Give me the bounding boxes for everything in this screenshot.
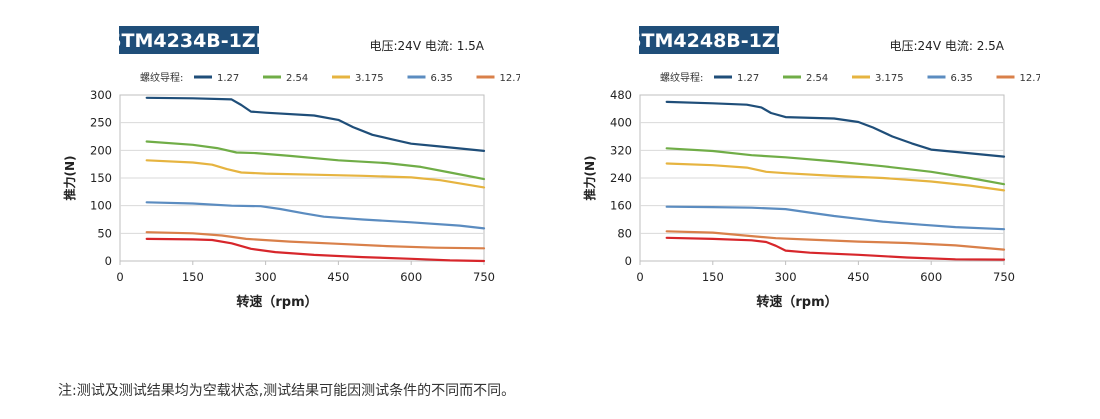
y-tick-label: 480 <box>610 88 632 102</box>
x-axis-label: 转速（rpm） <box>236 294 317 310</box>
chart-svg-left: STM4234B-1ZB 电压:24V 电流: 1.5A 螺纹导程: 1.27 2.54… <box>62 26 520 310</box>
legend-label-2.54: 2.54 <box>806 73 828 84</box>
y-tick-label: 150 <box>90 171 112 185</box>
x-tick-label: 450 <box>327 270 349 284</box>
x-tick-label: 0 <box>116 270 123 284</box>
legend-label-6.35: 6.35 <box>951 73 973 84</box>
y-tick-label: 320 <box>610 143 632 157</box>
legend-label-12.7: 12.7 <box>1020 73 1041 84</box>
series-line-3.175 <box>665 162 1006 192</box>
legend-label-1.27: 1.27 <box>217 73 239 84</box>
x-tick-label: 600 <box>920 270 942 284</box>
x-tick-label: 750 <box>473 270 495 284</box>
y-tick-label: 0 <box>105 254 112 268</box>
y-tick-label: 160 <box>610 199 632 213</box>
model-badge <box>639 26 779 54</box>
chart-panel-right: STM4248B-1ZB 电压:24V 电流: 2.5A 螺纹导程: 1.27 2.54… <box>520 0 1040 330</box>
y-tick-label: 80 <box>617 226 632 240</box>
y-tick-label: 300 <box>90 88 112 102</box>
legend-label-3.175: 3.175 <box>875 73 904 84</box>
y-tick-label: 0 <box>625 254 632 268</box>
model-title: STM4248B-1ZB <box>628 30 790 52</box>
x-tick-label: 450 <box>847 270 869 284</box>
spec-text: 电压:24V 电流: 2.5A <box>890 39 1005 53</box>
x-tick-label: 150 <box>702 270 724 284</box>
series-line-12.7 <box>145 231 486 250</box>
y-axis-label: 推力(N) <box>62 155 77 200</box>
series-line-2.54 <box>665 147 1006 186</box>
chart-panel-left: STM4234B-1ZB 电压:24V 电流: 1.5A 螺纹导程: 1.27 2.54… <box>0 0 520 330</box>
x-tick-label: 300 <box>255 270 277 284</box>
series-line-12.7 <box>665 230 1006 251</box>
legend-label-6.35: 6.35 <box>431 73 453 84</box>
series-line-1.27 <box>145 96 486 152</box>
series-line-25.4 <box>145 237 486 263</box>
legend-title: 螺纹导程: <box>660 71 703 84</box>
series-line-3.175 <box>145 159 486 189</box>
x-tick-label: 600 <box>400 270 422 284</box>
y-tick-label: 100 <box>90 199 112 213</box>
series-line-1.27 <box>665 100 1006 158</box>
y-axis-label: 推力(N) <box>582 155 597 200</box>
model-badge <box>119 26 259 54</box>
x-axis-label: 转速（rpm） <box>756 294 837 310</box>
model-title: STM4234B-1ZB <box>108 30 270 52</box>
y-tick-label: 250 <box>90 116 112 130</box>
x-tick-label: 0 <box>636 270 643 284</box>
series-line-2.54 <box>145 140 486 181</box>
x-tick-label: 750 <box>993 270 1015 284</box>
y-tick-label: 240 <box>610 171 632 185</box>
legend-label-2.54: 2.54 <box>286 73 308 84</box>
legend-label-3.175: 3.175 <box>355 73 384 84</box>
footnote: 注:测试及测试结果均为空载状态,测试结果可能因测试条件的不同而不同。 <box>58 383 516 399</box>
y-tick-label: 200 <box>90 143 112 157</box>
series-line-6.35 <box>145 201 486 230</box>
x-tick-label: 150 <box>182 270 204 284</box>
series-line-6.35 <box>665 205 1006 231</box>
legend-label-12.7: 12.7 <box>500 73 521 84</box>
spec-text: 电压:24V 电流: 1.5A <box>370 39 485 53</box>
chart-svg-right: STM4248B-1ZB 电压:24V 电流: 2.5A 螺纹导程: 1.27 2.54… <box>582 26 1040 310</box>
legend-label-1.27: 1.27 <box>737 73 759 84</box>
series-line-25.4 <box>665 236 1006 261</box>
x-tick-label: 300 <box>775 270 797 284</box>
legend-title: 螺纹导程: <box>140 71 183 84</box>
y-tick-label: 50 <box>97 226 112 240</box>
y-tick-label: 400 <box>610 116 632 130</box>
